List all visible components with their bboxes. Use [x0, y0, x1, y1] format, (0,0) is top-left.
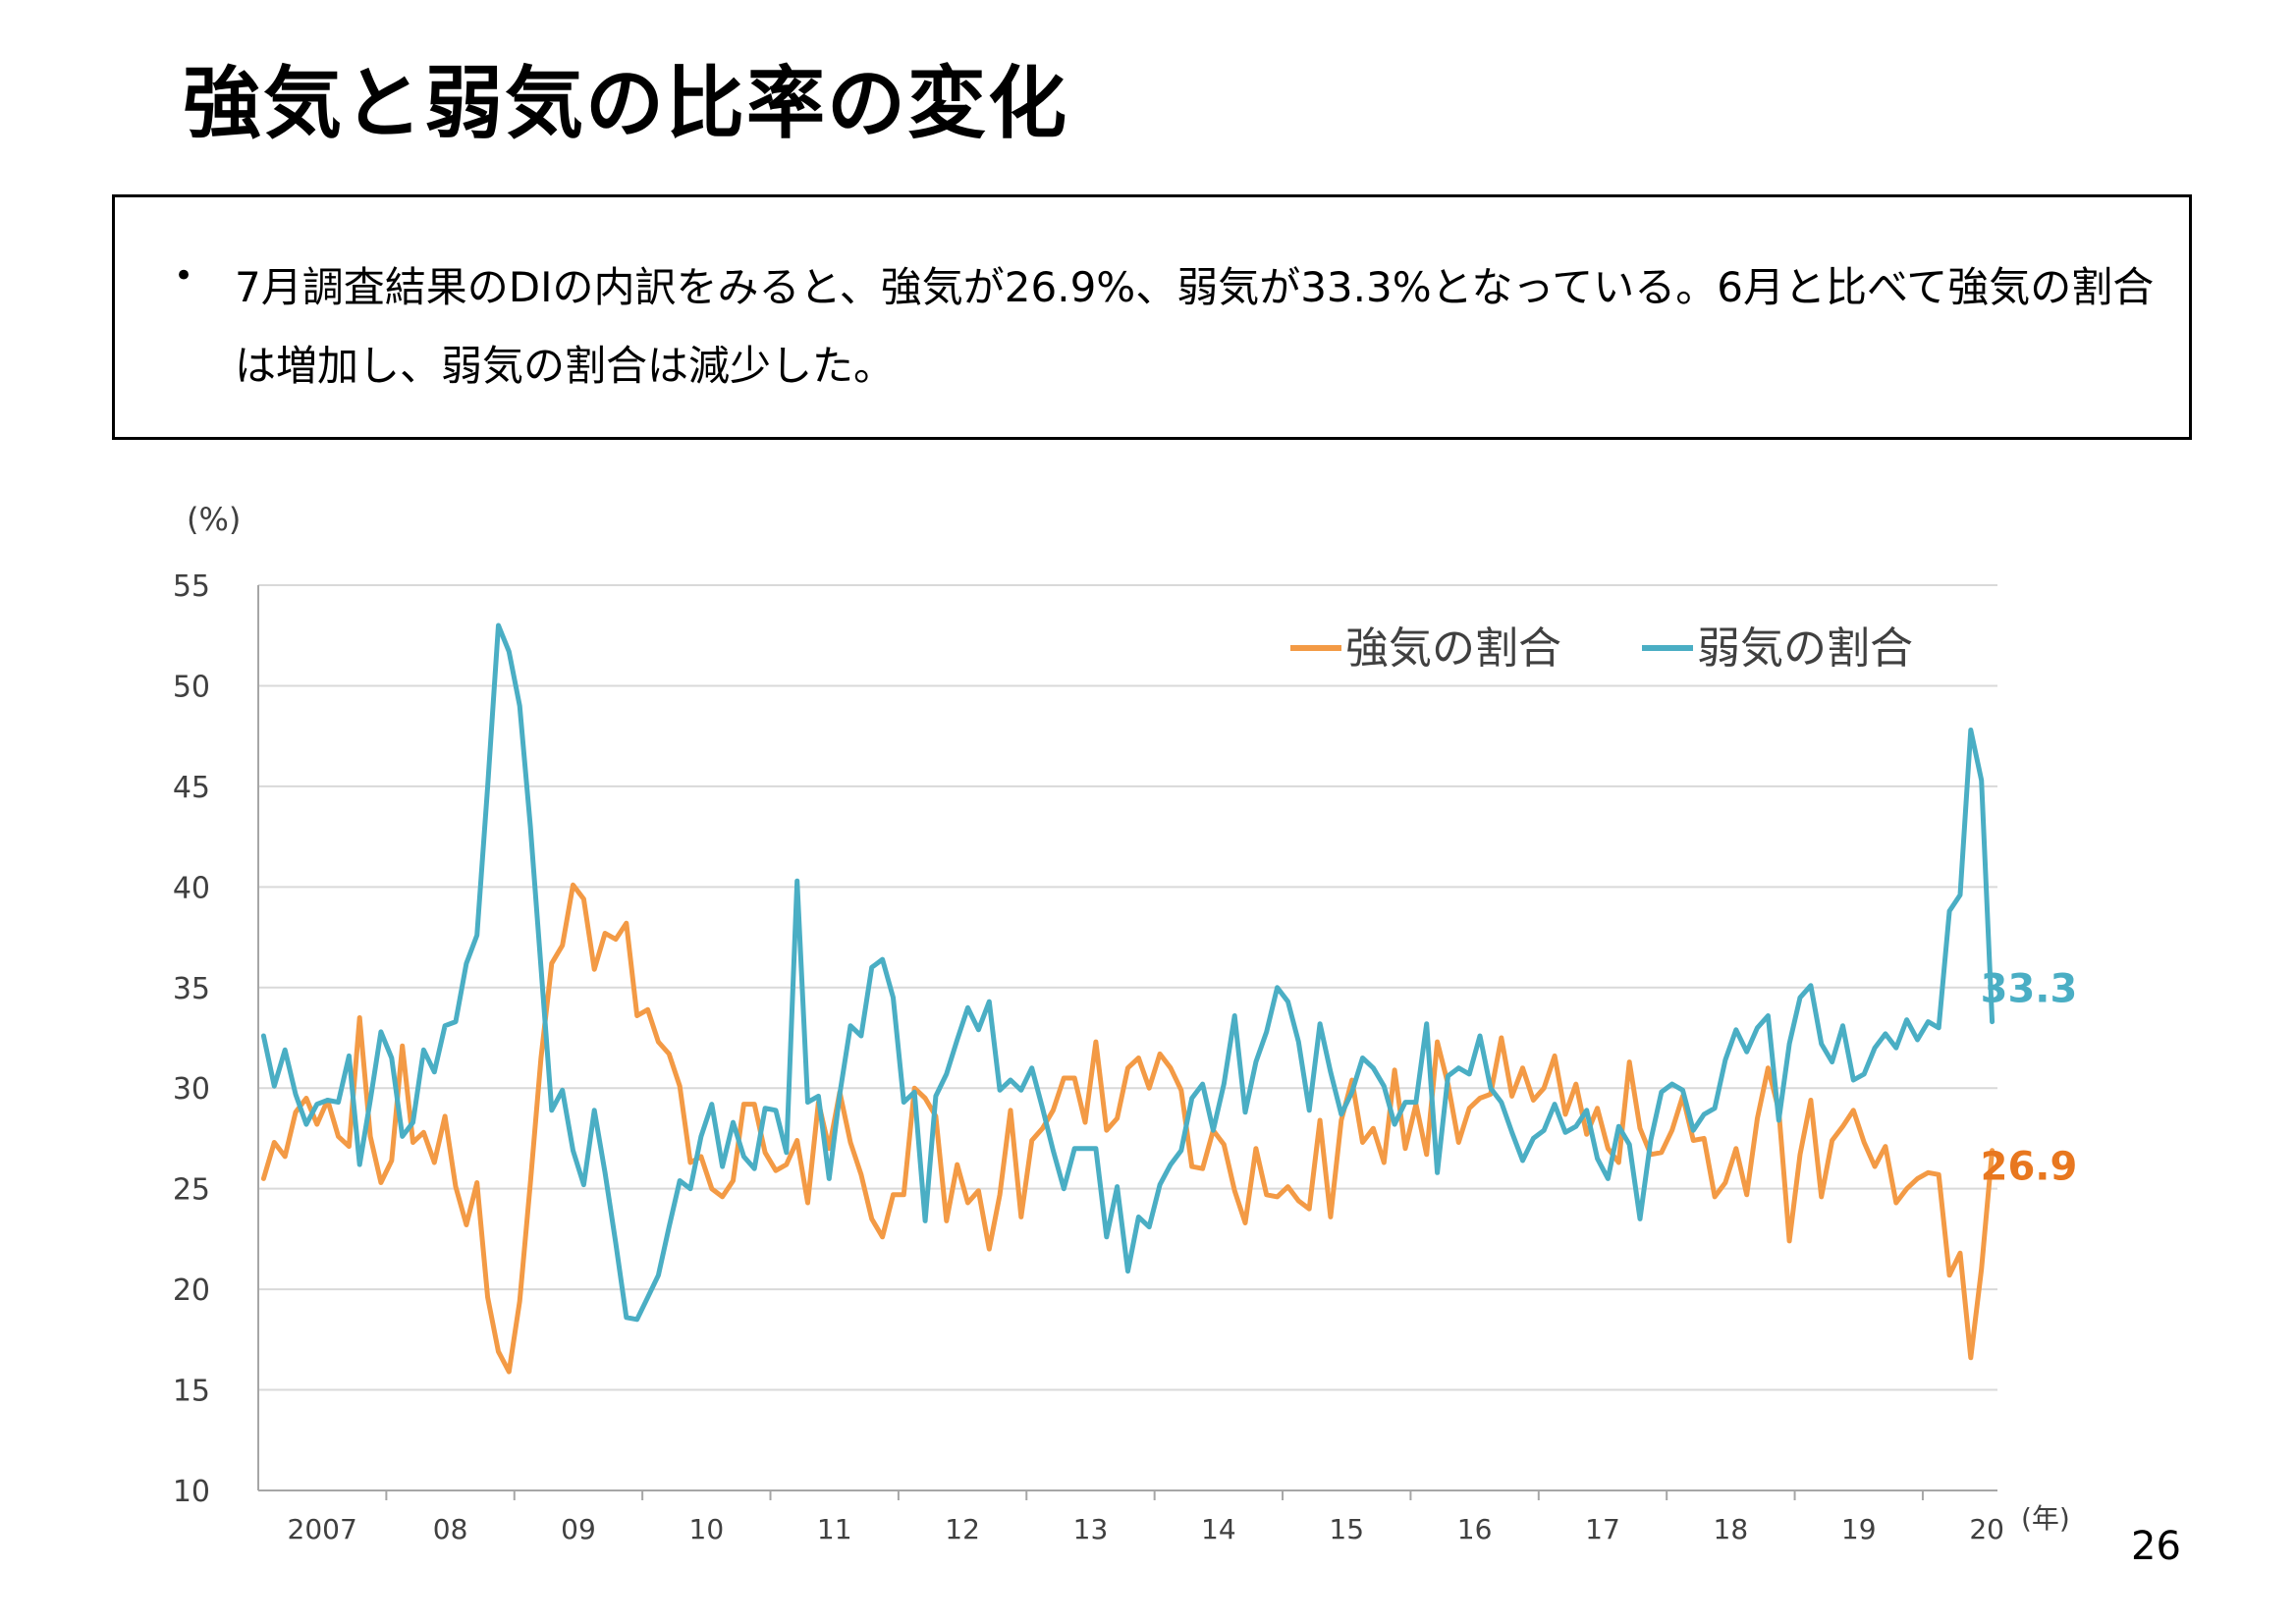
- y-tick-label: 45: [173, 771, 210, 805]
- y-tick-label: 30: [173, 1072, 210, 1107]
- bearish-end-label: 33.3: [1981, 967, 2078, 1012]
- page-number: 26: [2131, 1524, 2181, 1569]
- x-tick-label: 13: [1073, 1513, 1109, 1545]
- y-tick-label: 35: [173, 972, 210, 1006]
- x-tick-label: 10: [689, 1513, 725, 1545]
- axes: [257, 585, 1997, 1500]
- y-tick-label: 55: [173, 569, 210, 604]
- x-tick-label: 2007: [288, 1513, 357, 1545]
- y-tick-labels: 10 15 20 25 30 35 40 45 50 55: [173, 569, 210, 1509]
- summary-text: 7月調査結果のDIの内訳をみると、強気が26.9%、弱気が33.3%となっている…: [235, 263, 2155, 390]
- y-tick-label: 15: [173, 1375, 210, 1409]
- y-tick-label: 10: [173, 1475, 210, 1509]
- series-lines: [260, 623, 1995, 1375]
- x-tick-label: 08: [433, 1513, 468, 1545]
- x-tick-label: 19: [1841, 1513, 1877, 1545]
- bullish-series-line: [260, 882, 1995, 1375]
- y-tick-label: 50: [173, 670, 210, 704]
- page-title: 強気と弱気の比率の変化: [183, 58, 1068, 149]
- x-tick-labels: 2007 08 09 10 11 12 13 14 15 16 17 18 19 20: [288, 1513, 2004, 1545]
- y-tick-label: 40: [173, 871, 210, 905]
- x-tick-label: 14: [1201, 1513, 1236, 1545]
- x-tick-label: 15: [1329, 1513, 1364, 1545]
- x-tick-label: 18: [1714, 1513, 1749, 1545]
- x-tick-label: 09: [561, 1513, 596, 1545]
- x-tick-label: 20: [1969, 1513, 2004, 1545]
- legend-label-bearish: 弱気の割合: [1697, 623, 1913, 674]
- x-tick-label: 16: [1457, 1513, 1493, 1545]
- bullish-end-label: 26.9: [1981, 1145, 2078, 1190]
- y-axis-unit-label: (%): [187, 501, 241, 538]
- x-tick-label: 12: [945, 1513, 980, 1545]
- x-axis-unit-label: (年): [2021, 1502, 2070, 1535]
- summary-box: • 7月調査結果のDIの内訳をみると、強気が26.9%、弱気が33.3%となって…: [112, 194, 2192, 440]
- bearish-series-line: [260, 623, 1995, 1323]
- legend-label-bullish: 強気の割合: [1345, 623, 1561, 674]
- end-value-labels: 26.9 33.3: [1981, 967, 2078, 1190]
- x-tick-label: 11: [817, 1513, 852, 1545]
- legend: 強気の割合 弱気の割合: [1290, 623, 1913, 674]
- y-tick-label: 25: [173, 1173, 210, 1208]
- line-chart: 10 15 20 25 30 35 40 45 50 55 2007 08 09 10 11 12 13 14 1…: [173, 501, 2078, 1545]
- bullet-icon: •: [174, 256, 194, 296]
- y-tick-label: 20: [173, 1273, 210, 1308]
- x-tick-label: 17: [1585, 1513, 1620, 1545]
